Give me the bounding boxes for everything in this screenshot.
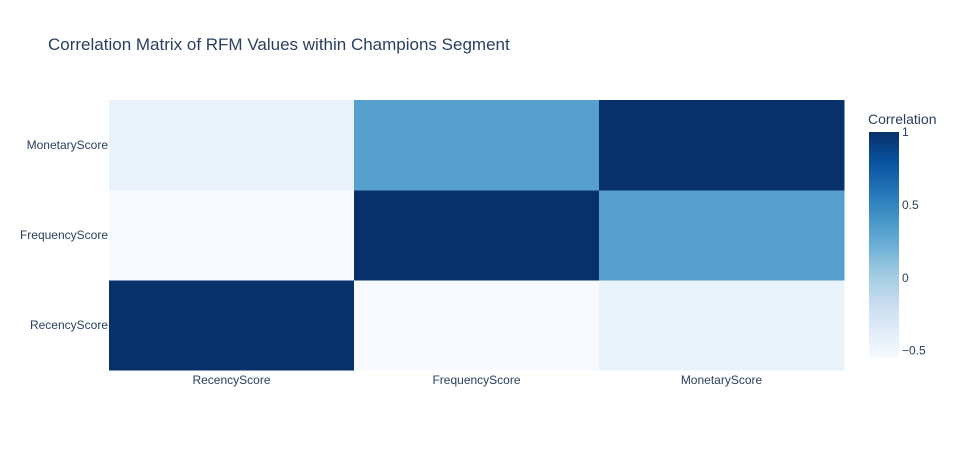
heatmap-cell (354, 100, 600, 191)
heatmap-cell (109, 100, 355, 191)
colorbar-title: Correlation (868, 111, 936, 127)
heatmap-cell (109, 280, 355, 371)
y-axis-ticks: RecencyScore FrequencyScore MonetaryScore (20, 138, 108, 332)
chart-title: Correlation Matrix of RFM Values within … (48, 35, 510, 54)
heatmap-cell (599, 280, 845, 371)
heatmap-cell (354, 190, 600, 281)
colorbar-ticks: −0.5 0 0.5 1 (902, 125, 926, 358)
colorbar-tick-label: 1 (902, 125, 909, 139)
y-tick-label: FrequencyScore (20, 228, 108, 242)
heatmap-cells (109, 100, 845, 371)
colorbar-tick-label: 0.5 (902, 198, 919, 212)
x-tick-label: RecencyScore (192, 373, 270, 387)
colorbar-tick-label: 0 (902, 271, 909, 285)
heatmap-cell (109, 190, 355, 281)
heatmap-cell (354, 280, 600, 371)
y-tick-label: MonetaryScore (27, 138, 109, 152)
y-tick-label: RecencyScore (30, 318, 108, 332)
x-axis-ticks: RecencyScore FrequencyScore MonetaryScore (192, 373, 762, 387)
x-tick-label: FrequencyScore (432, 373, 520, 387)
colorbar: Correlation −0.5 0 0.5 1 (868, 111, 936, 358)
x-tick-label: MonetaryScore (681, 373, 763, 387)
colorbar-gradient (869, 132, 899, 358)
heatmap-cell (599, 100, 845, 191)
colorbar-tick-label: −0.5 (902, 344, 926, 358)
heatmap-cell (599, 190, 845, 281)
